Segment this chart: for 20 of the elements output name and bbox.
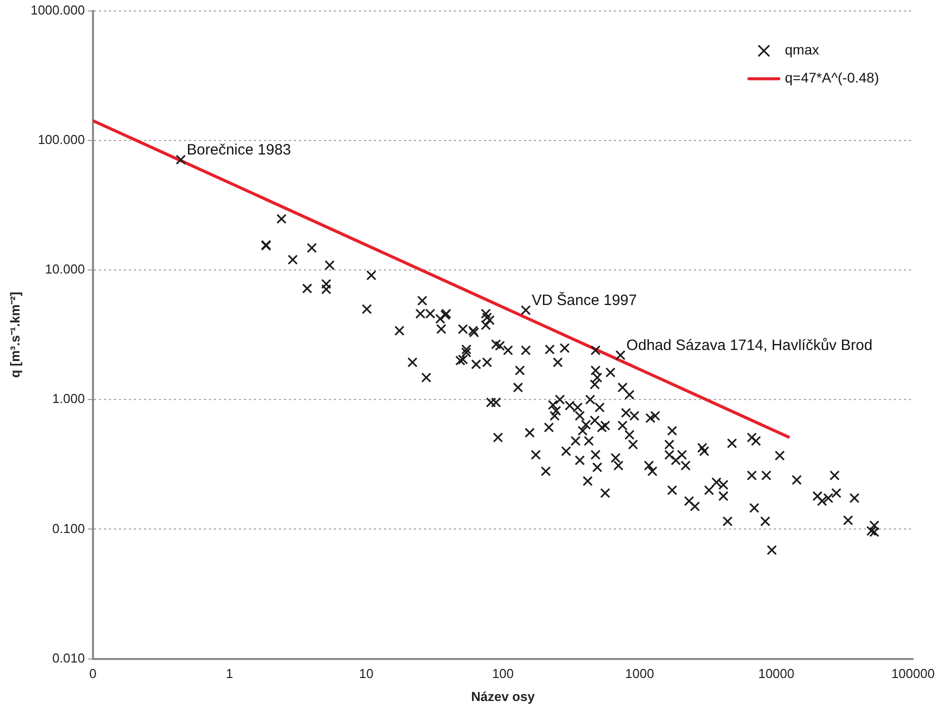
y-tick-label: 1000.000 bbox=[30, 2, 85, 18]
y-tick-label: 0.010 bbox=[52, 650, 85, 666]
x-tick-label: 100000 bbox=[891, 666, 935, 682]
x-tick-label: 10 bbox=[358, 666, 374, 682]
y-tick-label: 0.100 bbox=[52, 520, 85, 536]
x-tick-label: 0 bbox=[89, 666, 96, 682]
annotation: VD Šance 1997 bbox=[532, 290, 637, 309]
x-tick-label: 10000 bbox=[758, 666, 794, 682]
legend-label: q=47*A^(-0.48) bbox=[784, 70, 879, 86]
y-tick-label: 1.000 bbox=[52, 391, 85, 406]
x-tick-label: 1 bbox=[226, 666, 234, 682]
y-axis-title: q [m³.s⁻¹.km⁻²] bbox=[7, 292, 22, 378]
x-tick-label: 100 bbox=[492, 666, 514, 682]
x-axis-title: Název osy bbox=[471, 688, 536, 704]
annotation: Odhad Sázava 1714, Havlíčkův Brod bbox=[626, 336, 872, 354]
y-tick-label: 10.000 bbox=[45, 262, 85, 277]
legend-label: qmax bbox=[784, 42, 820, 58]
y-tick-label: 100.000 bbox=[38, 132, 85, 147]
annotation: Borečnice 1983 bbox=[186, 141, 292, 158]
x-tick-label: 1000 bbox=[625, 666, 654, 682]
